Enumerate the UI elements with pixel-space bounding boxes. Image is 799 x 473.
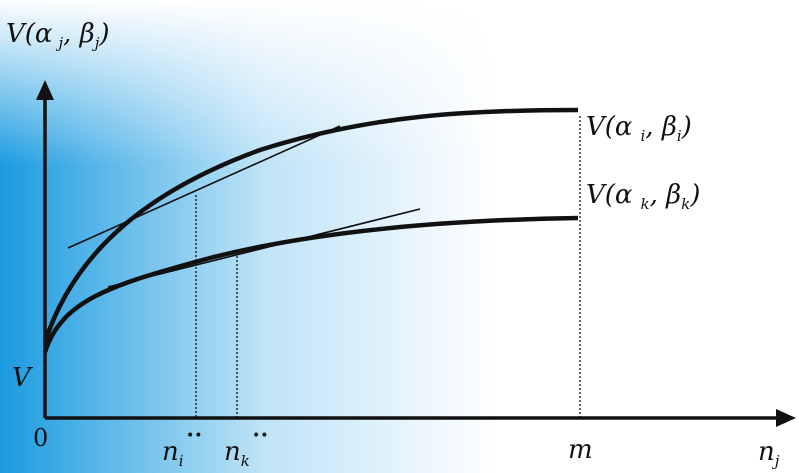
curve-lower-label: V(α k, βk) xyxy=(586,180,700,213)
tangent-upper xyxy=(67,125,341,249)
tick-marks-nk: •• xyxy=(252,428,269,444)
tangent-lower xyxy=(107,208,421,288)
tick-marks-ni: •• xyxy=(186,428,203,444)
curve-lower xyxy=(42,215,579,353)
curve-upper xyxy=(42,107,579,343)
x-axis-label: nj xyxy=(758,437,780,470)
y-axis-arrow xyxy=(36,80,54,100)
curve-upper-label: V(α i, βi) xyxy=(586,112,692,145)
y-axis-label: V(α j, βj) xyxy=(6,19,110,52)
tick-label-ni: ni xyxy=(162,437,184,470)
origin-label: 0 xyxy=(33,424,48,452)
v-intercept-label: V xyxy=(12,363,33,393)
x-axis-arrow xyxy=(776,409,796,427)
tick-label-nk: nk xyxy=(224,437,250,470)
tick-label-m: m xyxy=(568,435,593,465)
